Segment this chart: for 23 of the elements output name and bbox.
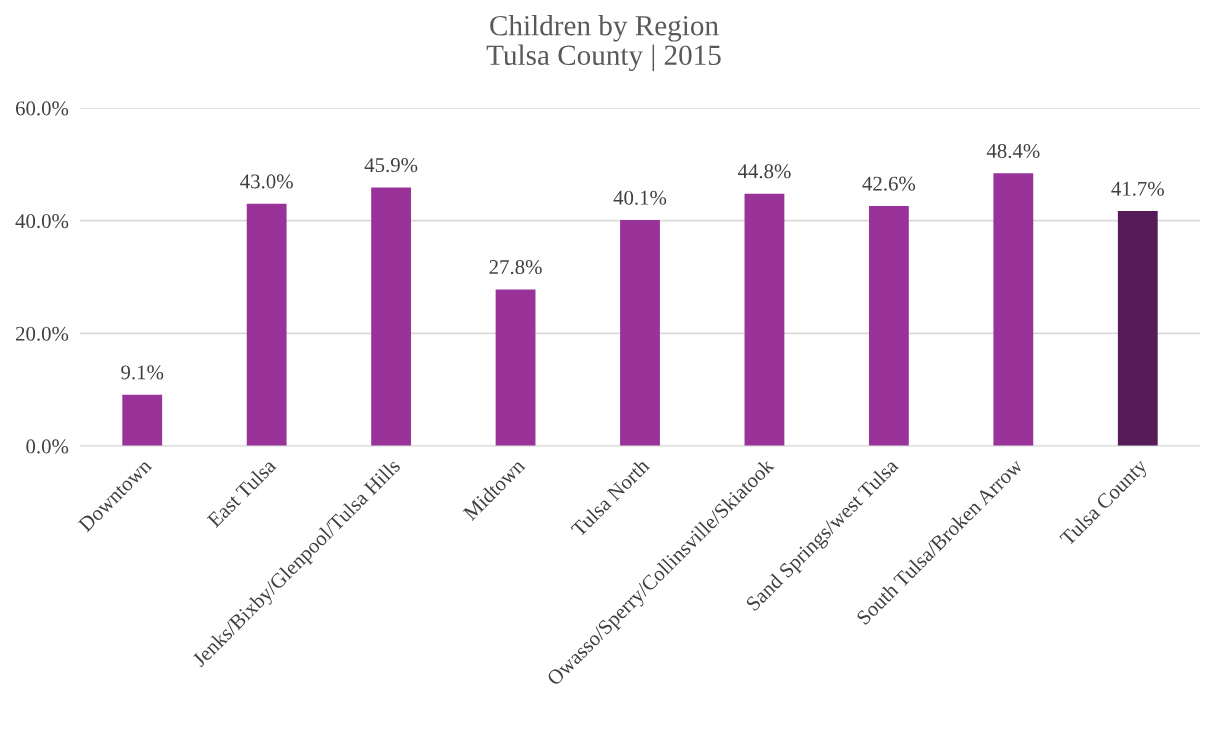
data-label: 41.7% [1111,181,1164,196]
bar [371,187,412,446]
data-label: 48.4% [986,143,1040,159]
data-label: 44.8% [737,164,791,179]
bar [122,394,163,446]
chart-title: Children by Region Tulsa County | 2015 [486,15,721,72]
bar [1117,211,1158,446]
y-tick-label: 60.0% [15,101,69,116]
data-label: 9.1% [121,365,164,380]
bar [744,193,785,446]
data-label: 43.0% [240,174,293,189]
bar [246,203,287,446]
bar [868,206,909,446]
bar [620,220,660,446]
y-tick-label: 40.0% [15,214,69,229]
data-label: 27.8% [489,259,542,275]
bar [495,289,536,446]
data-label: 42.6% [862,176,916,191]
y-tick-label: 20.0% [15,326,69,341]
data-label: 45.9% [364,158,418,173]
data-label: 40.1% [613,190,667,205]
bar [993,173,1034,446]
y-tick-label: 0.0% [26,439,69,454]
